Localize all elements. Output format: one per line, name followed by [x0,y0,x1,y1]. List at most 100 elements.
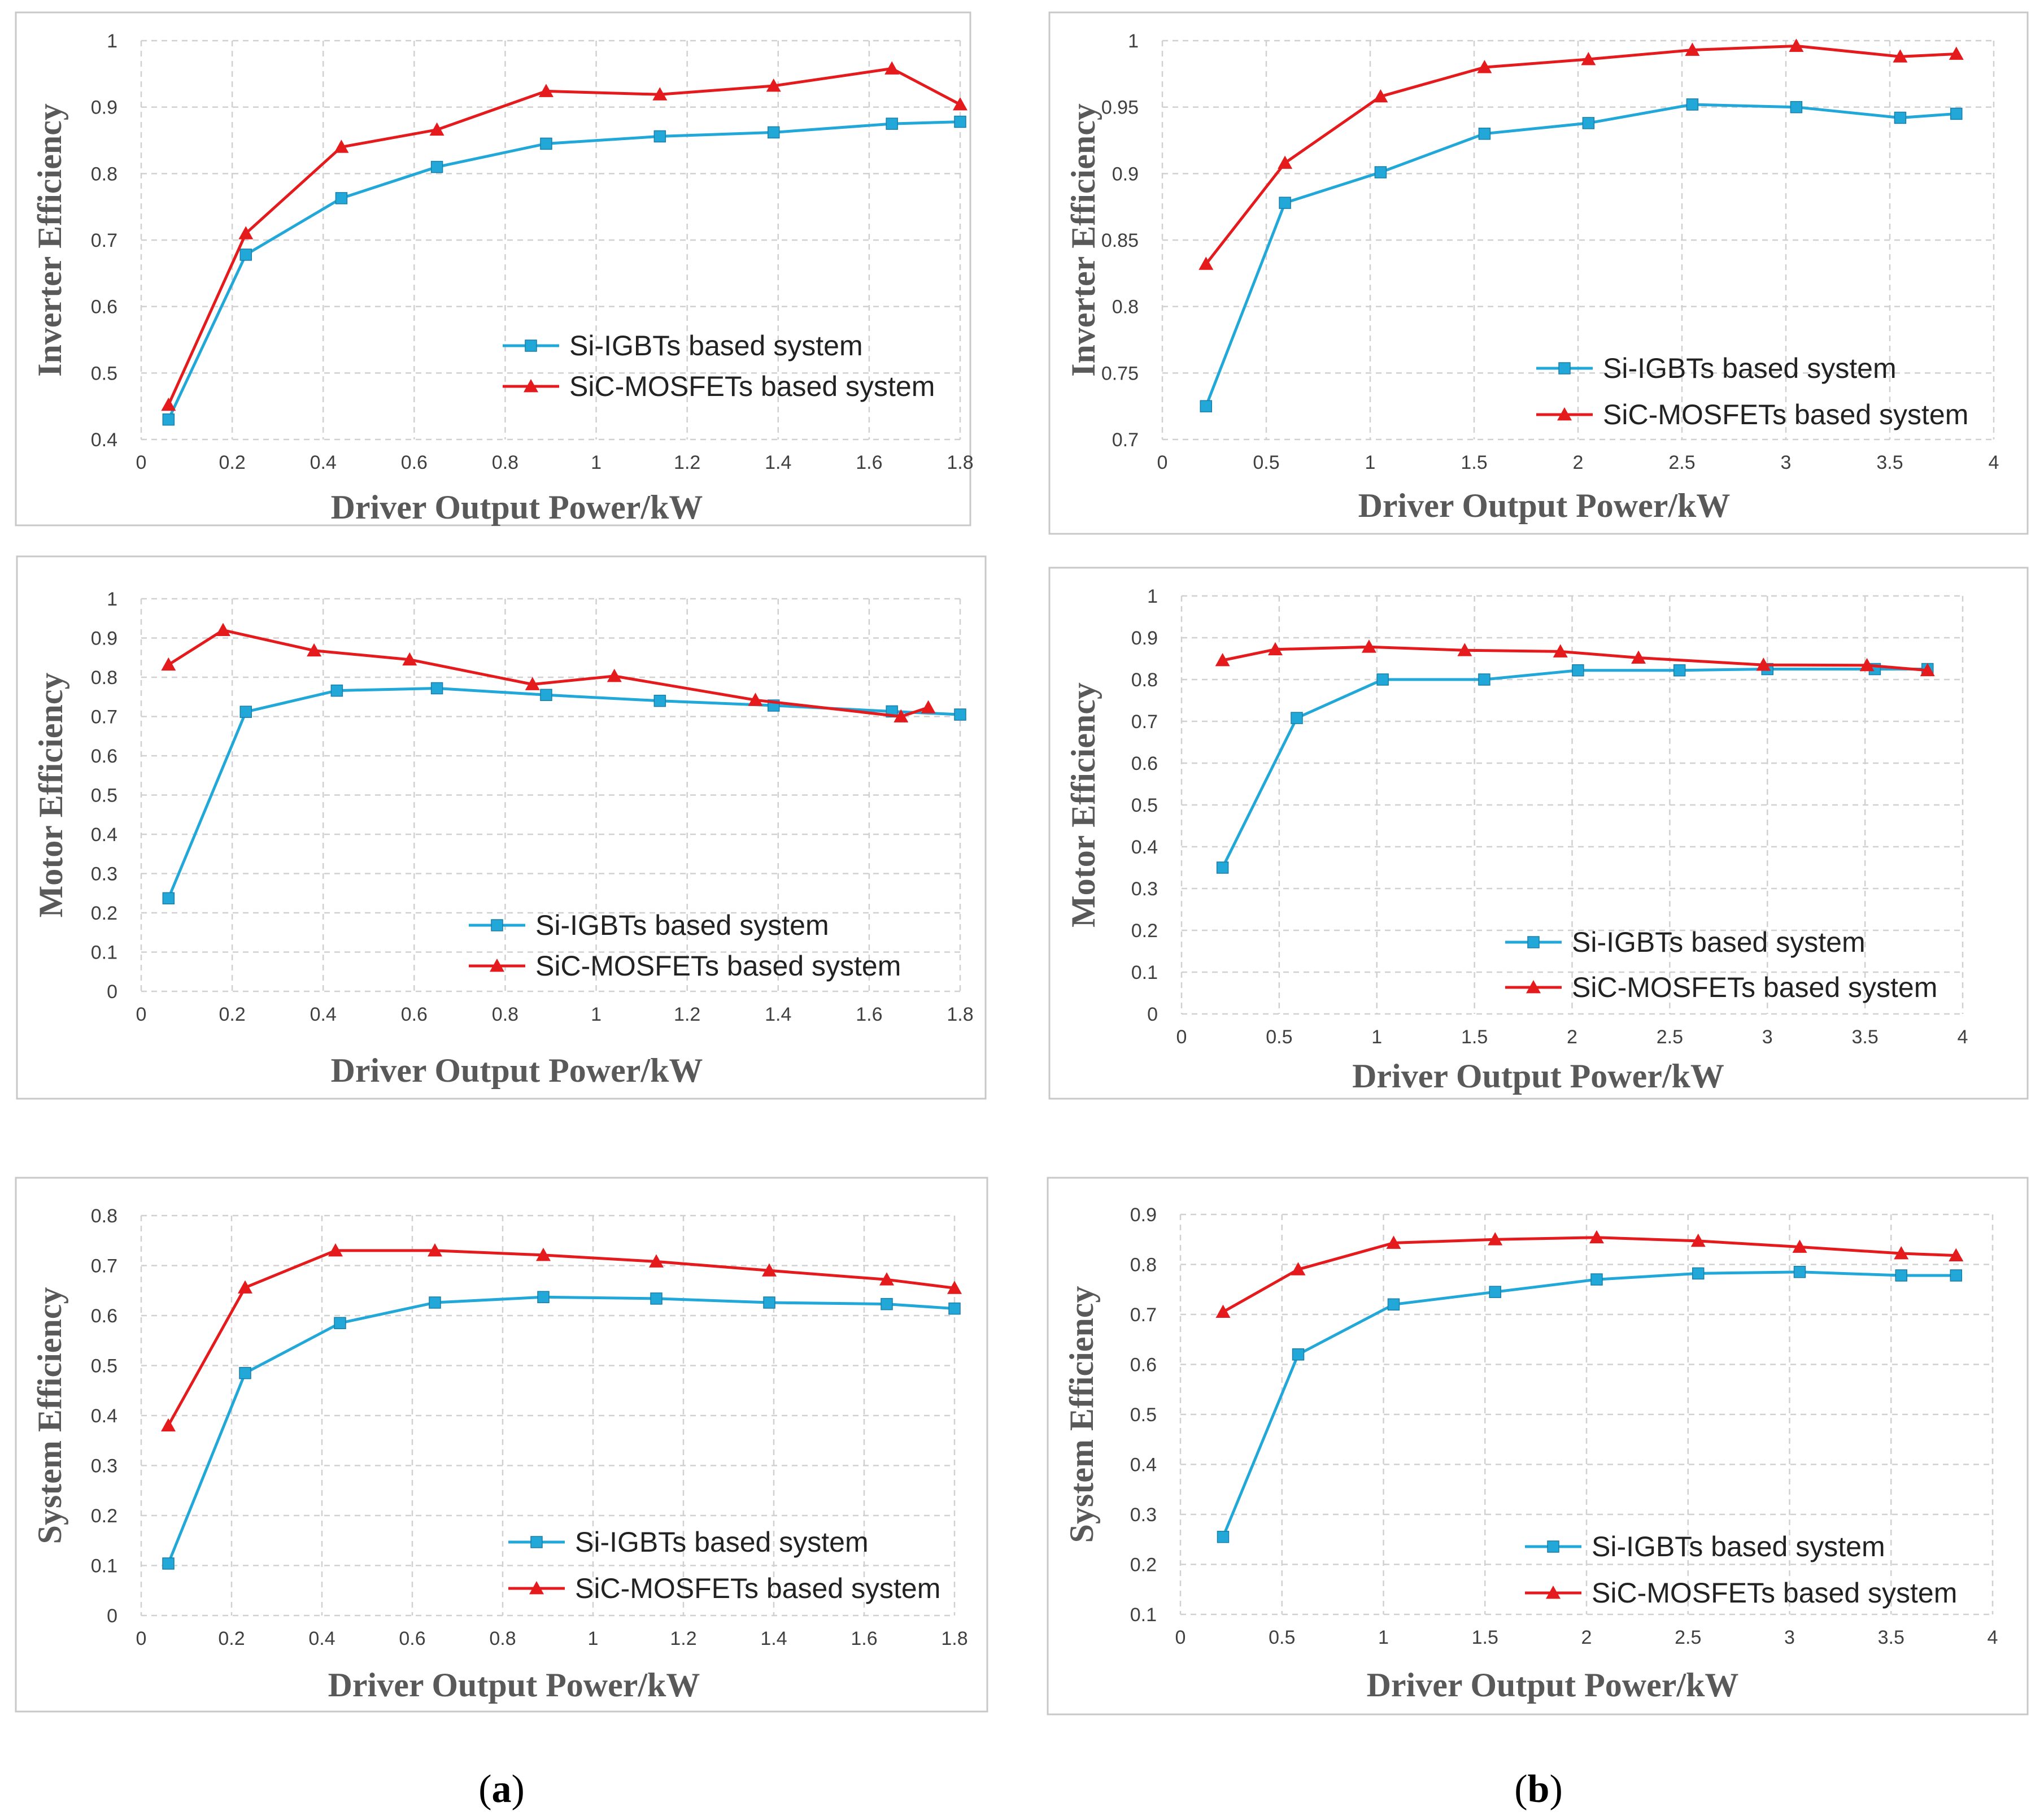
y-tick-label: 0.7 [91,230,117,251]
x-tick-label: 0.5 [1253,452,1279,473]
y-tick-label: 0.6 [91,297,117,318]
sic-mosfet-data-point [1631,650,1646,664]
x-axis-title: Driver Output Power/kW [331,1052,703,1089]
legend-label: SiC-MOSFETs based system [569,371,935,402]
chart-b-inverter: 0 0.5 1 1.5 2 2.5 3 3.5 4 0.7 0.75 0.8 0.85 0.9 0.95 1 D… [1048,11,2029,535]
si-igbt-data-point [1376,673,1389,686]
legend-marker [491,919,503,931]
sic-mosfet-data-point [238,226,254,240]
x-tick-label: 4 [1988,1627,1998,1648]
si-igbt-data-point [881,1297,893,1310]
legend-label: Si-IGBTs based system [1603,352,1897,384]
si-igbt-data-point [430,160,443,173]
sic-mosfet-data-point [879,1272,894,1286]
sic-mosfet-data-point [1949,46,1964,60]
sic-mosfet-data-point [1893,49,1908,63]
sic-mosfet-data-point [307,643,322,657]
sic-mosfet-data-point [894,709,909,722]
y-tick-label: 0.4 [91,1405,117,1427]
x-tick-label: 1.5 [1461,1026,1488,1048]
sic-mosfet-data-point [161,397,176,411]
sic-mosfet-data-point [161,657,176,671]
y-tick-label: 0.9 [1130,1204,1157,1226]
y-tick-label: 0.1 [1130,1604,1157,1626]
legend-marker [524,379,538,393]
y-tick-label: 0.5 [1130,1404,1157,1426]
sic-mosfet-data-point [161,1418,176,1432]
legend-marker [1557,407,1572,421]
si-igbt-data-point [162,1557,175,1570]
si-igbt-data-point [653,694,666,707]
x-axis-title: Driver Output Power/kW [1352,1057,1724,1095]
sic-mosfet-data-point [328,1243,343,1257]
sic-mosfet-data-point [1215,1304,1231,1318]
y-tick-label: 0.8 [1131,669,1158,691]
x-tick-label: 1.6 [851,1628,877,1649]
si-igbt-data-point [537,1291,550,1304]
y-tick-label: 0.7 [1130,1304,1157,1326]
sic-mosfet-data-point [1792,1239,1807,1253]
sic-mosfet-data-point [1477,60,1492,73]
chart-panels: 0 0.2 0.4 0.6 0.8 1 1.2 1.4 1.6 1.8 0.4 0.5 0.6 0.7 0.… [15,11,2029,1715]
si-igbt-data-point [1582,117,1595,129]
si-igbt-data-point [1793,1266,1806,1278]
legend-marker [1558,362,1571,375]
si-igbt-data-point [653,130,666,143]
y-tick-label: 0.7 [1112,429,1139,451]
si-igbt-data-point [1279,197,1291,209]
y-tick-label: 1 [1128,31,1139,52]
y-tick-label: 0.5 [1131,795,1158,816]
chart-frame [15,11,971,526]
sic-mosfet-data-point [1386,1235,1401,1249]
si-igbt-data-point [1200,400,1213,412]
y-tick-label: 0.7 [1131,711,1158,733]
sic-mosfet-data-point [538,84,554,97]
x-tick-label: 1.8 [947,1004,973,1025]
x-tick-label: 1 [1365,452,1376,473]
y-tick-label: 0.8 [1112,297,1139,318]
si-igbt-data-point [1895,1269,1907,1282]
x-tick-label: 0.5 [1266,1026,1292,1048]
si-igbt-data-point [763,1296,775,1309]
y-tick-label: 0 [107,1605,117,1627]
x-tick-label: 3.5 [1876,452,1903,473]
y-tick-label: 0.75 [1101,363,1139,384]
y-tick-label: 0.3 [91,1456,117,1477]
y-tick-label: 0.8 [91,1205,117,1227]
si-igbt-data-point [430,682,443,695]
x-axis-title: Driver Output Power/kW [1358,487,1731,524]
si-igbt-data-point [1478,673,1490,686]
sic-mosfet-data-point [1894,1246,1909,1260]
y-tick-label: 0.9 [1112,163,1139,185]
sic-mosfet-data-point [1361,639,1376,653]
x-tick-label: 3 [1762,1026,1773,1048]
x-tick-label: 1 [591,1004,602,1025]
y-tick-label: 0.4 [1130,1455,1157,1476]
y-tick-label: 0.5 [91,363,117,384]
si-igbt-data-point [540,689,552,702]
sic-mosfet-data-point [1278,155,1293,169]
x-tick-label: 0 [1157,452,1168,473]
si-igbt-data-point [1478,127,1491,140]
sic-mosfet-data-point [238,1280,252,1294]
legend-label: Si-IGBTs based system [1572,926,1866,958]
chart-b-motor: 0 0.5 1 1.5 2 2.5 3 3.5 4 0 0.1 0.2 0.3 0.4 0.5 0.6 0.7 0… [1048,567,2029,1100]
x-tick-label: 0.6 [401,1004,428,1025]
x-tick-label: 1.2 [674,452,700,473]
legend-label: Si-IGBTs based system [569,330,863,362]
sic-mosfet-data-point [1373,89,1388,103]
x-tick-label: 2 [1567,1026,1577,1048]
x-tick-label: 0.6 [401,452,428,473]
si-igbt-data-point [1291,712,1303,724]
y-axis-title: Inverter Efficiency [31,103,68,377]
x-tick-label: 1.2 [670,1628,696,1649]
chart-frame [1048,11,2029,535]
sic-mosfet-data-point [216,622,230,636]
sic-mosfet-data-point [1553,644,1568,658]
sic-mosfet-data-point [1949,1248,1964,1261]
sic-mosfet-data-point [402,652,417,666]
si-igbt-data-point [1894,111,1907,124]
y-tick-label: 0.7 [91,707,117,728]
sic-mosfet-data-point [1267,642,1283,656]
legend-marker [1546,1586,1561,1599]
